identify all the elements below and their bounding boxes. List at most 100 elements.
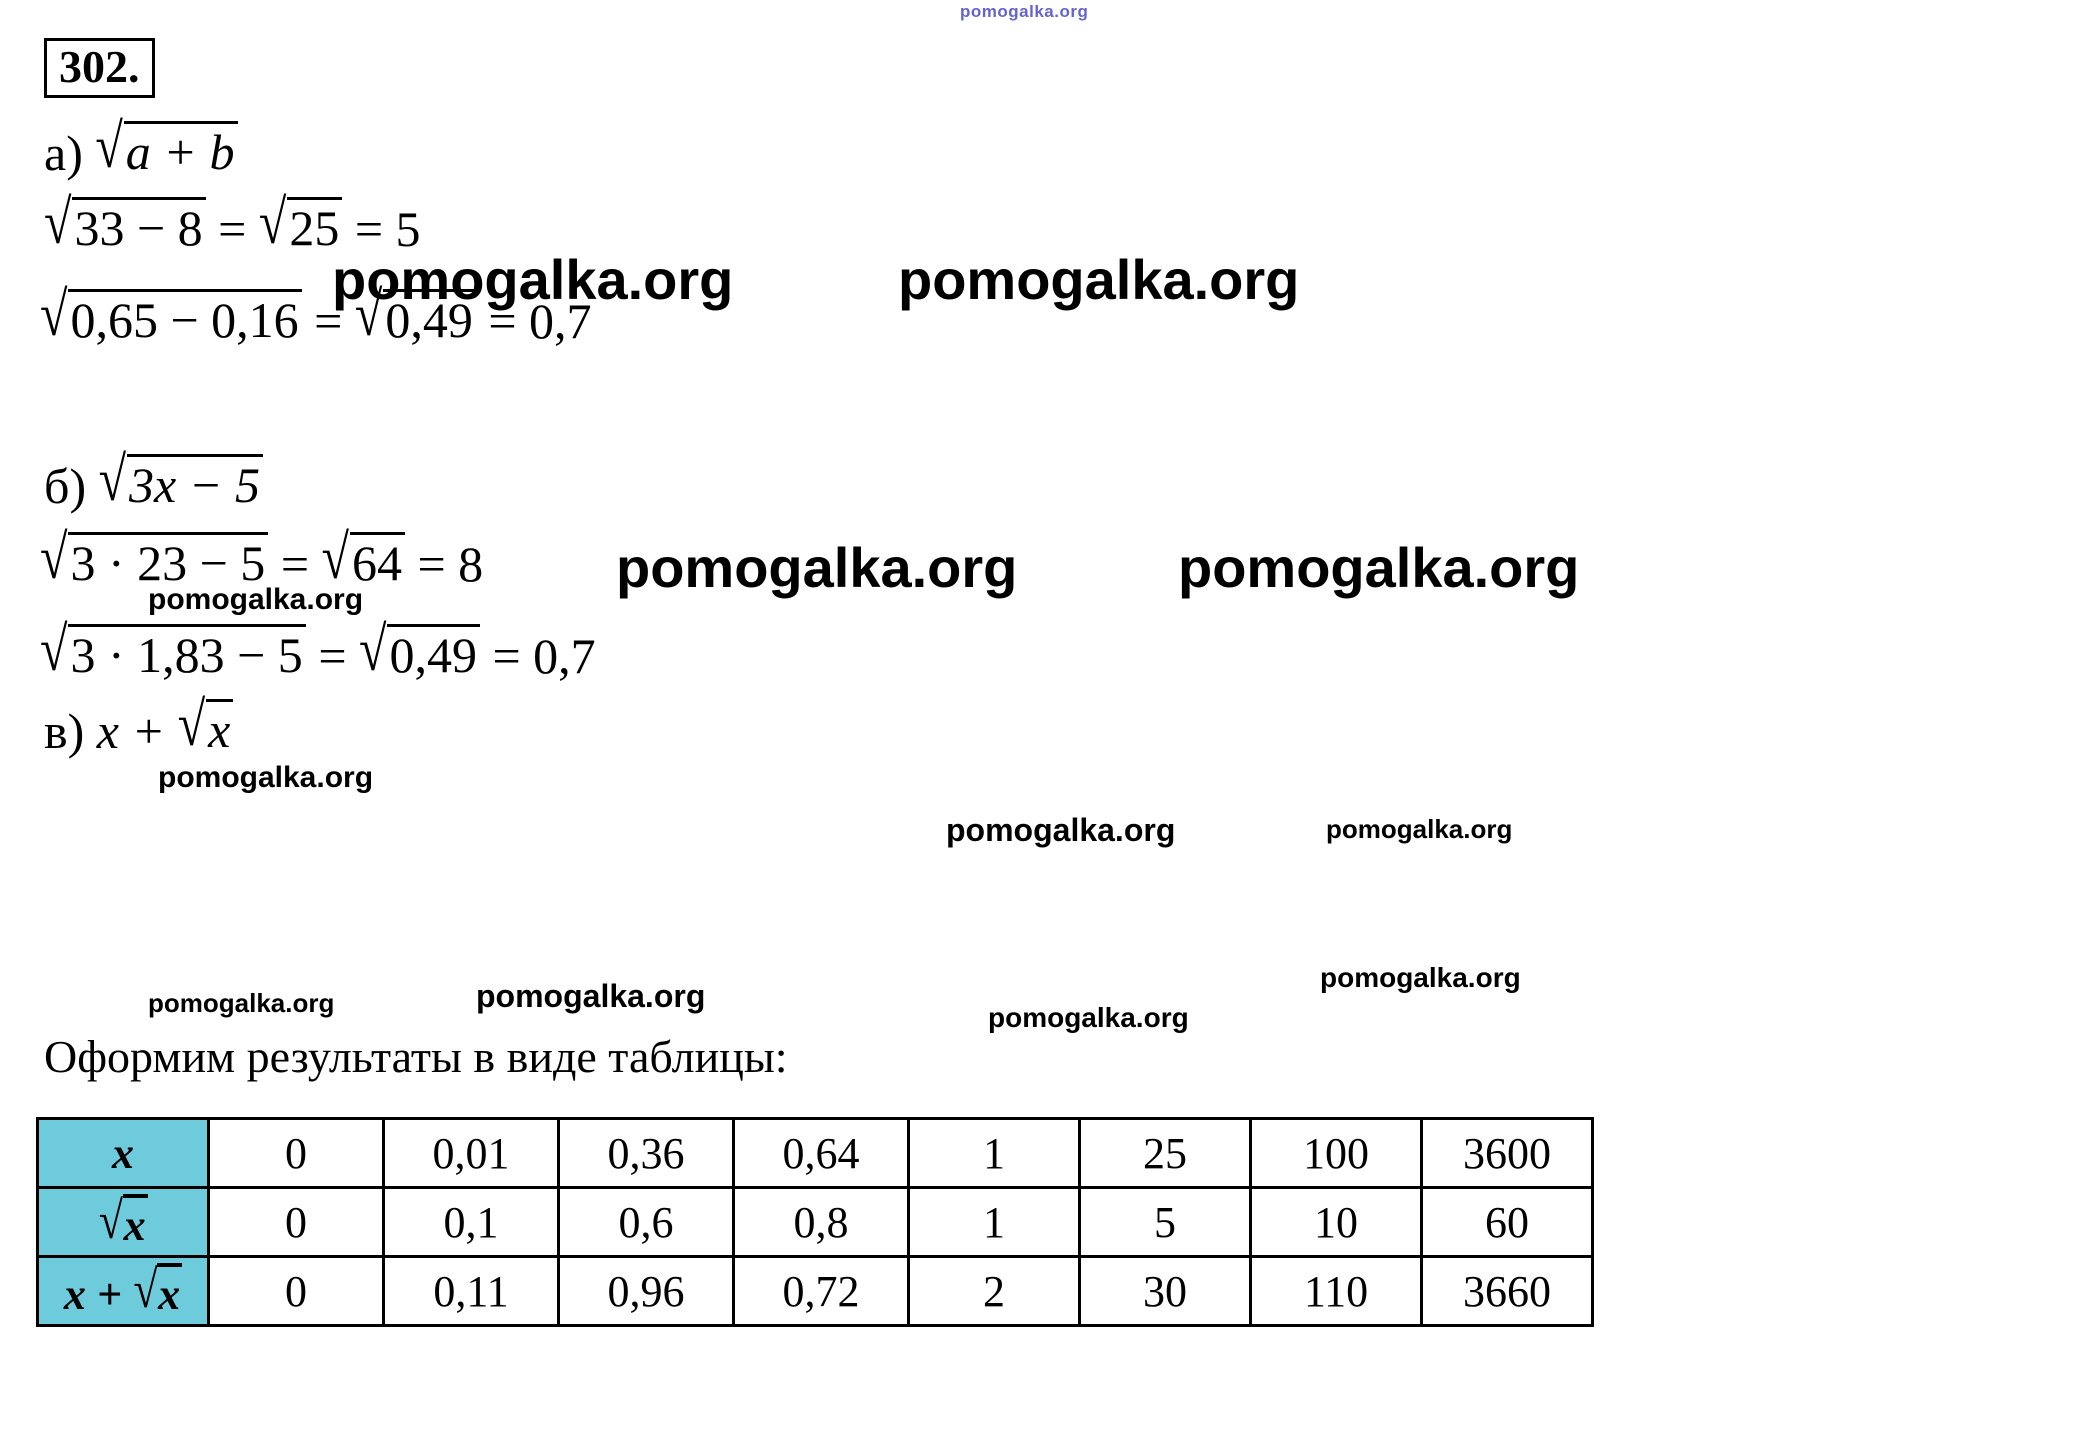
row-header-sqrt-x: √x xyxy=(36,1186,210,1258)
cell: 3600 xyxy=(1420,1117,1594,1189)
watermark-text: pomogalka.org xyxy=(946,812,1176,848)
watermark-text: pomogalka.org xyxy=(898,248,1300,311)
radical-sign-icon: √ xyxy=(177,688,206,759)
results-table: x 0 0,01 0,36 0,64 1 25 100 3600 √x 0 0,… xyxy=(36,1117,1594,1327)
cell: 100 xyxy=(1249,1117,1423,1189)
radical-sign-icon: √ xyxy=(98,1190,123,1250)
part-b-label: б) xyxy=(44,458,87,514)
row-label: x xyxy=(112,1128,134,1178)
result-value: 5 xyxy=(395,201,421,257)
radicand: 33 − 8 xyxy=(72,197,206,253)
cell: 0 xyxy=(207,1255,385,1327)
row-header-x: x xyxy=(36,1117,210,1189)
part-b-line-2: √3 · 1,83 − 5 = √0,49 = 0,7 xyxy=(40,617,596,684)
radical-3-times-183-minus-5: √3 · 1,83 − 5 xyxy=(40,617,306,681)
radical-sign-icon: √ xyxy=(95,110,123,181)
part-b-radicand: 3x − 5 xyxy=(127,454,263,510)
cell: 25 xyxy=(1078,1117,1252,1189)
radicand: 64 xyxy=(349,532,405,588)
watermark-text: pomogalka.org xyxy=(1320,962,1521,993)
cell: 0,8 xyxy=(732,1186,910,1258)
part-v-radical: √x xyxy=(178,692,234,756)
radical-065-minus-016: √0,65 − 0,16 xyxy=(40,282,302,346)
part-v-prefix: x + xyxy=(96,703,166,759)
cell: 0,1 xyxy=(382,1186,560,1258)
radical-049: √0,49 xyxy=(359,617,480,681)
radical-sign-icon: √ xyxy=(132,1259,158,1319)
watermark-text: pomogalka.org xyxy=(960,2,1089,21)
cell: 1 xyxy=(907,1117,1081,1189)
watermark-text: pomogalka.org xyxy=(1326,814,1513,844)
radical-sign-icon: √ xyxy=(40,521,68,592)
row-label: x xyxy=(122,1193,148,1251)
equals-sign: = xyxy=(314,293,343,349)
row-header-x-plus-sqrt-x: x + √x xyxy=(36,1255,210,1327)
equals-sign: = xyxy=(492,628,521,684)
part-v-heading: в) x + √x xyxy=(44,692,234,759)
table-row: x 0 0,01 0,36 0,64 1 25 100 3600 xyxy=(36,1117,1594,1189)
radicand: 0,49 xyxy=(383,289,476,345)
equals-sign: = xyxy=(488,293,517,349)
equals-sign: = xyxy=(354,201,384,257)
radical-33-minus-8: √33 − 8 xyxy=(44,190,206,254)
cell: 0,64 xyxy=(732,1117,910,1189)
radical-049: √0,49 xyxy=(355,282,476,346)
cell: 3660 xyxy=(1420,1255,1594,1327)
cell: 10 xyxy=(1249,1186,1423,1258)
watermark-text: pomogalka.org xyxy=(988,1002,1189,1033)
table-row: √x 0 0,1 0,6 0,8 1 5 10 60 xyxy=(36,1186,1594,1258)
part-a-line-2: √0,65 − 0,16 = √0,49 = 0,7 xyxy=(40,282,592,349)
table-row: x + √x 0 0,11 0,96 0,72 2 30 110 3660 xyxy=(36,1255,1594,1327)
cell: 60 xyxy=(1420,1186,1594,1258)
radical-sign-icon: √ xyxy=(258,186,287,257)
part-v-label: в) xyxy=(44,703,85,759)
row-label-radical: √x xyxy=(98,1191,148,1251)
cell: 0,36 xyxy=(557,1117,735,1189)
table-intro-text: Оформим результаты в виде таблицы: xyxy=(44,1031,788,1082)
part-b-line-1: √3 · 23 − 5 = √64 = 8 xyxy=(40,525,484,592)
cell: 1 xyxy=(907,1186,1081,1258)
watermark-text: pomogalka.org xyxy=(616,536,1018,599)
cell: 110 xyxy=(1249,1255,1423,1327)
cell: 30 xyxy=(1078,1255,1252,1327)
watermark-text: pomogalka.org xyxy=(1178,536,1580,599)
radical-sign-icon: √ xyxy=(321,521,349,592)
radical-sign-icon: √ xyxy=(98,443,127,514)
radicand: 0,49 xyxy=(387,624,480,680)
cell: 0,11 xyxy=(382,1255,560,1327)
part-a-line-1: √33 − 8 = √25 = 5 xyxy=(44,190,421,257)
part-a-heading: а) √a + b xyxy=(44,114,238,181)
part-v-radicand: x xyxy=(206,699,234,755)
radicand: 0,65 − 0,16 xyxy=(68,289,302,345)
watermark-text: pomogalka.org xyxy=(148,988,335,1018)
radical-64: √64 xyxy=(322,525,405,589)
row-label: x xyxy=(157,1262,183,1320)
watermark-text: pomogalka.org xyxy=(476,978,706,1014)
watermark-text: pomogalka.org xyxy=(158,761,374,794)
equals-sign: = xyxy=(318,628,347,684)
part-b-radical: √3x − 5 xyxy=(99,447,263,511)
part-a-label: а) xyxy=(44,125,83,181)
part-a-radicand: a + b xyxy=(123,121,238,177)
cell: 2 xyxy=(907,1255,1081,1327)
result-value: 8 xyxy=(458,536,484,592)
cell: 0,01 xyxy=(382,1117,560,1189)
cell: 0,72 xyxy=(732,1255,910,1327)
radicand: 3 · 23 − 5 xyxy=(68,532,269,588)
radical-sign-icon: √ xyxy=(359,613,387,684)
radicand: 3 · 1,83 − 5 xyxy=(68,624,306,680)
row-label-prefix: x + xyxy=(63,1269,122,1319)
radical-sign-icon: √ xyxy=(40,613,68,684)
radical-sign-icon: √ xyxy=(354,278,383,349)
problem-number: 302. xyxy=(59,41,140,92)
cell: 0 xyxy=(207,1117,385,1189)
radical-sign-icon: √ xyxy=(44,186,72,257)
equals-sign: = xyxy=(218,201,247,257)
result-value: 0,7 xyxy=(533,628,596,684)
cell: 0,96 xyxy=(557,1255,735,1327)
problem-number-box: 302. xyxy=(44,38,155,99)
part-b-heading: б) √3x − 5 xyxy=(44,447,263,514)
row-label-radical: √x xyxy=(133,1260,183,1320)
result-value: 0,7 xyxy=(529,293,592,349)
equals-sign: = xyxy=(280,536,310,592)
